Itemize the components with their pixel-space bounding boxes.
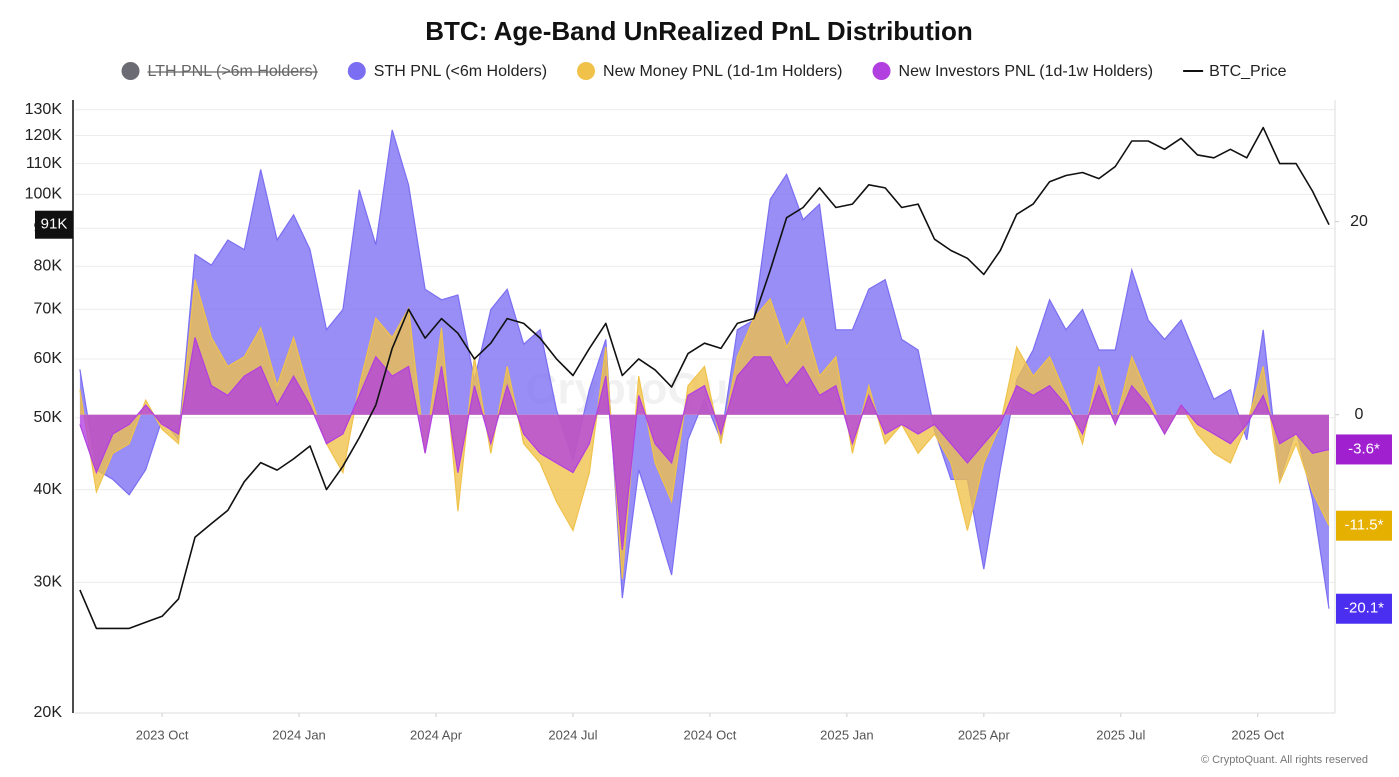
y2-tick-label: 20: [1350, 213, 1368, 230]
legend-marker: [347, 62, 366, 80]
price-line: [79, 126, 1330, 630]
y-tick-label: 120K: [25, 127, 63, 144]
y-tick-label: 130K: [25, 101, 63, 118]
y-tick-label: 20K: [34, 704, 63, 721]
legend-item: New Money PNL (1d-1m Holders): [577, 62, 843, 80]
legend-label: BTC_Price: [1209, 63, 1286, 80]
legend-marker: [577, 62, 596, 80]
value-label-box: [1336, 510, 1392, 541]
y-tick-label: 60K: [34, 350, 63, 367]
y-tick-label: 100K: [25, 186, 63, 203]
value-label: -11.5*: [1345, 517, 1384, 534]
area-line: [79, 337, 1330, 550]
legend-item: New Investors PNL (1d-1w Holders): [872, 62, 1154, 80]
y-tick-label: 40K: [34, 481, 63, 498]
x-tick-label: 2025 Jan: [820, 727, 874, 742]
value-label: -3.6*: [1348, 440, 1380, 457]
y-tick-label: 110K: [26, 155, 63, 172]
y2-tick-label: 0: [1355, 406, 1364, 423]
area-fill: [79, 337, 1329, 550]
area-fill: [79, 129, 1329, 609]
value-label-box: [1336, 434, 1392, 465]
legend-label: New Money PNL (1d-1m Holders): [603, 63, 842, 80]
legend-item: STH PNL (<6m Holders): [347, 62, 547, 80]
legend-label: New Investors PNL (1d-1w Holders): [899, 63, 1154, 80]
legend-marker: [872, 62, 891, 80]
x-tick-label: 2024 Oct: [684, 727, 737, 742]
x-tick-label: 2024 Jul: [548, 727, 597, 742]
value-label-box: [35, 210, 73, 239]
area-fill: [79, 279, 1329, 579]
area-line: [79, 279, 1330, 579]
credit: © CryptoQuant. All rights reserved: [1201, 754, 1368, 766]
x-tick-label: 2024 Apr: [410, 727, 463, 742]
chart-title: BTC: Age-Band UnRealized PnL Distributio…: [425, 16, 972, 46]
y-tick-label: 30K: [34, 574, 63, 591]
x-tick-label: 2025 Apr: [958, 727, 1011, 742]
y-tick-label: 70K: [34, 300, 63, 317]
x-tick-label: 2023 Oct: [136, 727, 189, 742]
legend: LTH PNL (>6m Holders) STH PNL (<6m Holder…: [121, 62, 1287, 80]
x-tick-label: 2024 Jan: [272, 727, 326, 742]
value-label: -20.1*: [1344, 600, 1384, 617]
legend-label: STH PNL (<6m Holders): [374, 63, 547, 80]
x-tick-label: 2025 Oct: [1231, 727, 1284, 742]
legend-item: LTH PNL (>6m Holders): [121, 62, 318, 80]
y-tick-label: 80K: [34, 257, 63, 274]
value-label-box: [1336, 593, 1392, 624]
legend-item: BTC_Price: [1183, 63, 1287, 80]
x-tick-label: 2025 Jul: [1096, 727, 1145, 742]
legend-marker: [121, 62, 140, 80]
value-label: 91K: [41, 216, 68, 233]
y-tick-label: 50K: [34, 409, 63, 426]
